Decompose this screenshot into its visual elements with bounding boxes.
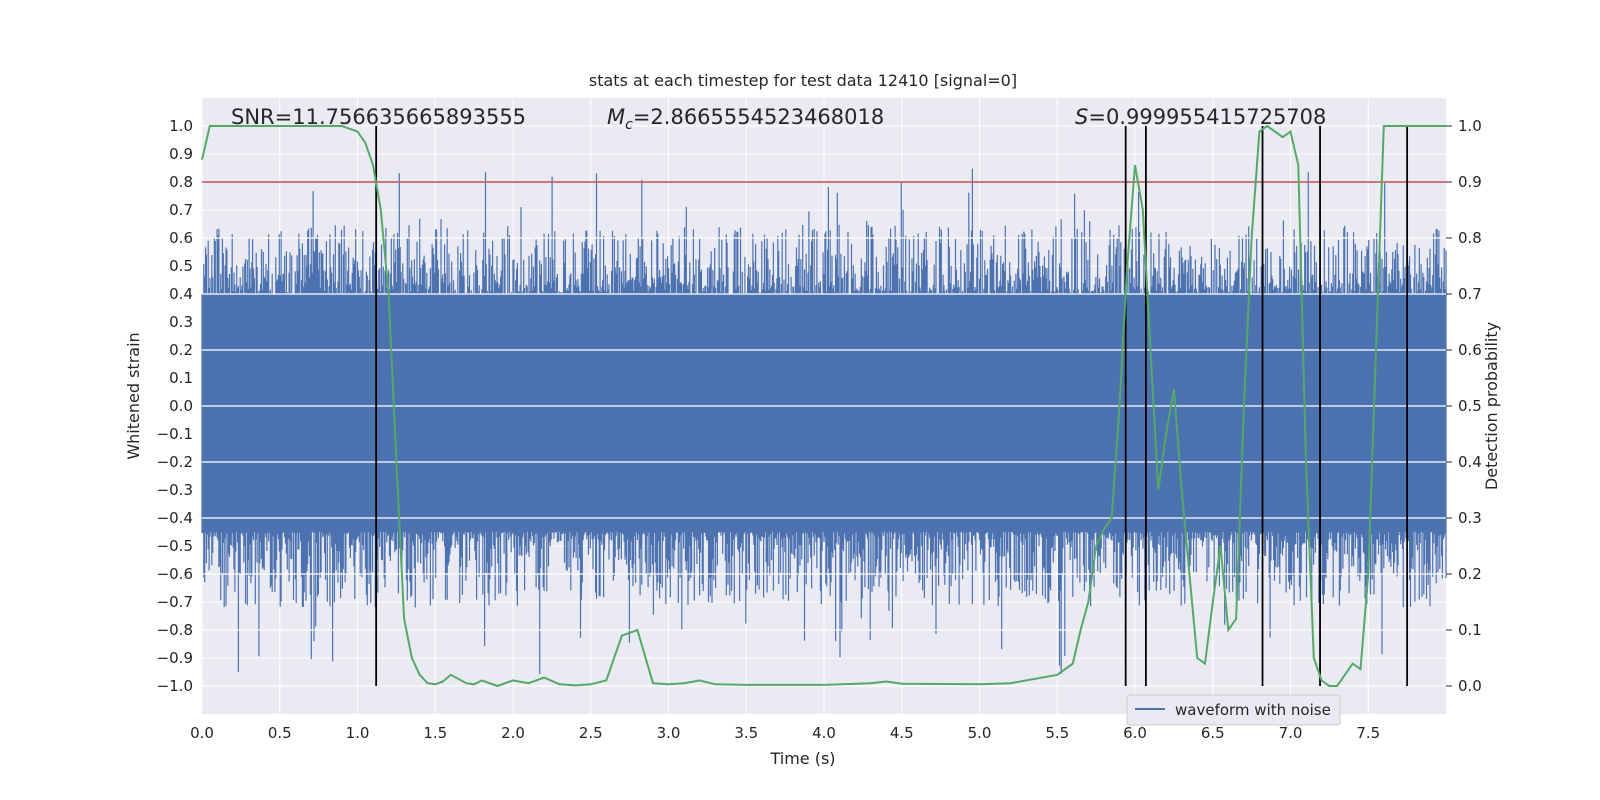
x-tick-label: 2.5 (579, 724, 603, 742)
right-tick-label: 0.1 (1458, 621, 1482, 639)
y-tick-label: −0.4 (157, 509, 193, 527)
right-tick-label: 0.3 (1458, 509, 1482, 527)
y-tick-label: 0.5 (169, 257, 193, 275)
y-axis-label: Whitened strain (124, 332, 143, 459)
legend-label: waveform with noise (1175, 701, 1331, 719)
right-axis-ticks: 1.0 0.9 0.8 0.7 0.6 0.5 0.4 0.3 0.2 0.1 0.0 (1446, 117, 1482, 695)
x-tick-label: 1.5 (423, 724, 447, 742)
x-tick-label: 6.0 (1123, 724, 1147, 742)
chart-title: stats at each timestep for test data 124… (589, 71, 1017, 90)
y-tick-label: −0.5 (157, 537, 193, 555)
x-tick-label: 3.5 (734, 724, 758, 742)
x-tick-label: 7.5 (1356, 724, 1380, 742)
y-axis-ticks: 1.0 0.9 0.8 0.7 0.6 0.5 0.4 0.3 0.2 0.1 0.0 −0.1 −0.… (157, 117, 193, 695)
chirp-mass-subscript: c (625, 117, 633, 133)
y-tick-label: −0.9 (157, 649, 193, 667)
score-value: =0.999955415725708 (1088, 105, 1326, 129)
score-annotation: S=0.999955415725708 (1075, 105, 1326, 129)
y-tick-label: −0.3 (157, 481, 193, 499)
x-tick-label: 4.0 (812, 724, 836, 742)
y-tick-label: 0.6 (169, 229, 193, 247)
x-tick-label: 4.5 (890, 724, 914, 742)
y-tick-label: 0.7 (169, 201, 193, 219)
right-tick-label: 0.2 (1458, 565, 1482, 583)
x-tick-label: 1.0 (346, 724, 370, 742)
snr-annotation: SNR=11.756635665893555 (231, 105, 526, 129)
y-tick-label: −1.0 (157, 677, 193, 695)
waveform-series (201, 168, 1447, 674)
x-tick-label: 3.0 (657, 724, 681, 742)
event-markers (375, 126, 1409, 686)
right-tick-label: 0.9 (1458, 173, 1482, 191)
x-tick-label: 6.5 (1201, 724, 1225, 742)
right-tick-label: 0.5 (1458, 397, 1482, 415)
right-tick-label: 0.6 (1458, 341, 1482, 359)
chirp-mass-annotation: Mc=2.8665554523468018 (607, 105, 884, 133)
chirp-mass-symbol: M (607, 105, 625, 129)
y-tick-label: −0.1 (157, 425, 193, 443)
y-tick-label: 0.1 (169, 369, 193, 387)
y-tick-label: 0.3 (169, 313, 193, 331)
y-tick-label: 0.8 (169, 173, 193, 191)
y-tick-label: −0.2 (157, 453, 193, 471)
y-tick-label: 1.0 (169, 117, 193, 135)
y-tick-label: −0.8 (157, 621, 193, 639)
score-symbol: S (1075, 105, 1088, 129)
y-tick-label: 0.4 (169, 285, 193, 303)
y-tick-label: 0.2 (169, 341, 193, 359)
right-y-axis-label: Detection probability (1482, 322, 1501, 490)
x-tick-label: 2.0 (501, 724, 525, 742)
right-tick-label: 0.0 (1458, 677, 1482, 695)
x-axis-label: Time (s) (769, 749, 835, 768)
right-tick-label: 0.8 (1458, 229, 1482, 247)
right-tick-label: 0.4 (1458, 453, 1482, 471)
x-tick-label: 7.0 (1279, 724, 1303, 742)
x-axis-ticks: 0.0 0.5 1.0 1.5 2.0 2.5 3.0 3.5 4.0 4.5 5.0 5.5 6.0 6… (190, 724, 1380, 742)
legend-box (1126, 694, 1341, 726)
x-tick-label: 5.0 (968, 724, 992, 742)
chirp-mass-value: =2.8665554523468018 (633, 105, 884, 129)
x-tick-label: 0.5 (268, 724, 292, 742)
y-tick-label: −0.7 (157, 593, 193, 611)
right-tick-label: 0.7 (1458, 285, 1482, 303)
detection-probability-line (201, 124, 1446, 688)
legend: waveform with noise (1126, 694, 1341, 726)
right-tick-label: 1.0 (1458, 117, 1482, 135)
y-tick-label: 0.9 (169, 145, 193, 163)
waveform-trace (201, 168, 1447, 674)
y-tick-label: 0.0 (169, 397, 193, 415)
y-tick-label: −0.6 (157, 565, 193, 583)
x-tick-label: 0.0 (190, 724, 214, 742)
x-tick-label: 5.5 (1045, 724, 1069, 742)
